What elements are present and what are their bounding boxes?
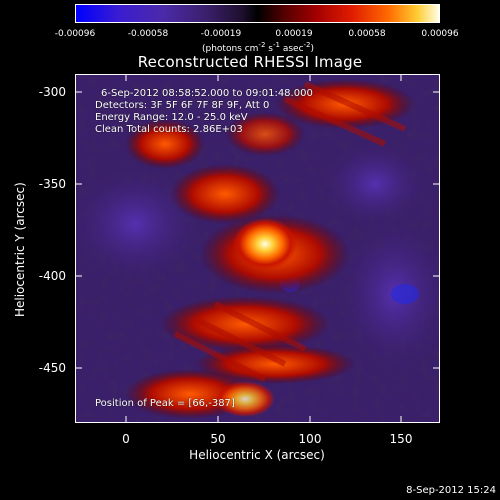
y-tick-label: -450 xyxy=(38,361,66,375)
colorbar xyxy=(75,4,440,23)
colorbar-tick-label: 0.00058 xyxy=(348,29,386,39)
image-region xyxy=(225,112,305,156)
x-axis-label: Heliocentric X (arcsec) xyxy=(189,448,325,462)
colorbar-tick-label: -0.00096 xyxy=(54,29,96,39)
info-detectors: Detectors: 3F 5F 6F 7F 8F 9F, Att 0 xyxy=(95,100,270,111)
colorbar-tick-label: 0.00096 xyxy=(421,29,459,39)
y-ticks xyxy=(75,91,440,369)
info-energy: Energy Range: 12.0 - 25.0 keV xyxy=(95,112,248,123)
image-region xyxy=(170,164,280,224)
rhessi-image-canvas xyxy=(75,74,440,423)
image-region xyxy=(195,344,355,384)
colorbar-tick-label: 0.00019 xyxy=(275,29,313,39)
image-region xyxy=(320,139,430,229)
colorbar-tick-label: -0.00019 xyxy=(200,29,242,39)
image-region xyxy=(215,381,275,417)
rhessi-image xyxy=(75,74,440,423)
info-time-range: 6-Sep-2012 08:58:52.000 to 09:01:48.000 xyxy=(101,88,313,99)
y-tick-label: -300 xyxy=(38,85,66,99)
x-ticks xyxy=(125,74,402,423)
info-peak: Position of Peak = [66,-387] xyxy=(95,398,235,409)
y-tick-label: -350 xyxy=(38,177,66,191)
colorbar-gradient xyxy=(75,4,440,23)
image-stripes xyxy=(173,81,407,382)
timestamp: 8-Sep-2012 15:24 xyxy=(406,485,496,496)
x-tick-label: 100 xyxy=(298,432,322,446)
image-peak xyxy=(233,218,297,270)
colorbar-unit: (photons cm-2 s-1 asec-2) xyxy=(201,41,315,54)
y-tick-label: -400 xyxy=(38,269,66,283)
x-tick-label: 0 xyxy=(122,432,130,446)
x-tick-label: 150 xyxy=(389,432,413,446)
image-region xyxy=(335,214,440,374)
image-region xyxy=(391,284,419,304)
image-region xyxy=(125,119,205,169)
colorbar-tick-label: -0.00058 xyxy=(127,29,169,39)
x-tick-label: 50 xyxy=(210,432,226,446)
y-axis-label: Heliocentric Y (arcsec) xyxy=(13,182,27,317)
plot-title: Reconstructed RHESSI Image xyxy=(137,53,363,71)
info-method: Clean Total counts: 2.86E+03 xyxy=(95,124,243,135)
